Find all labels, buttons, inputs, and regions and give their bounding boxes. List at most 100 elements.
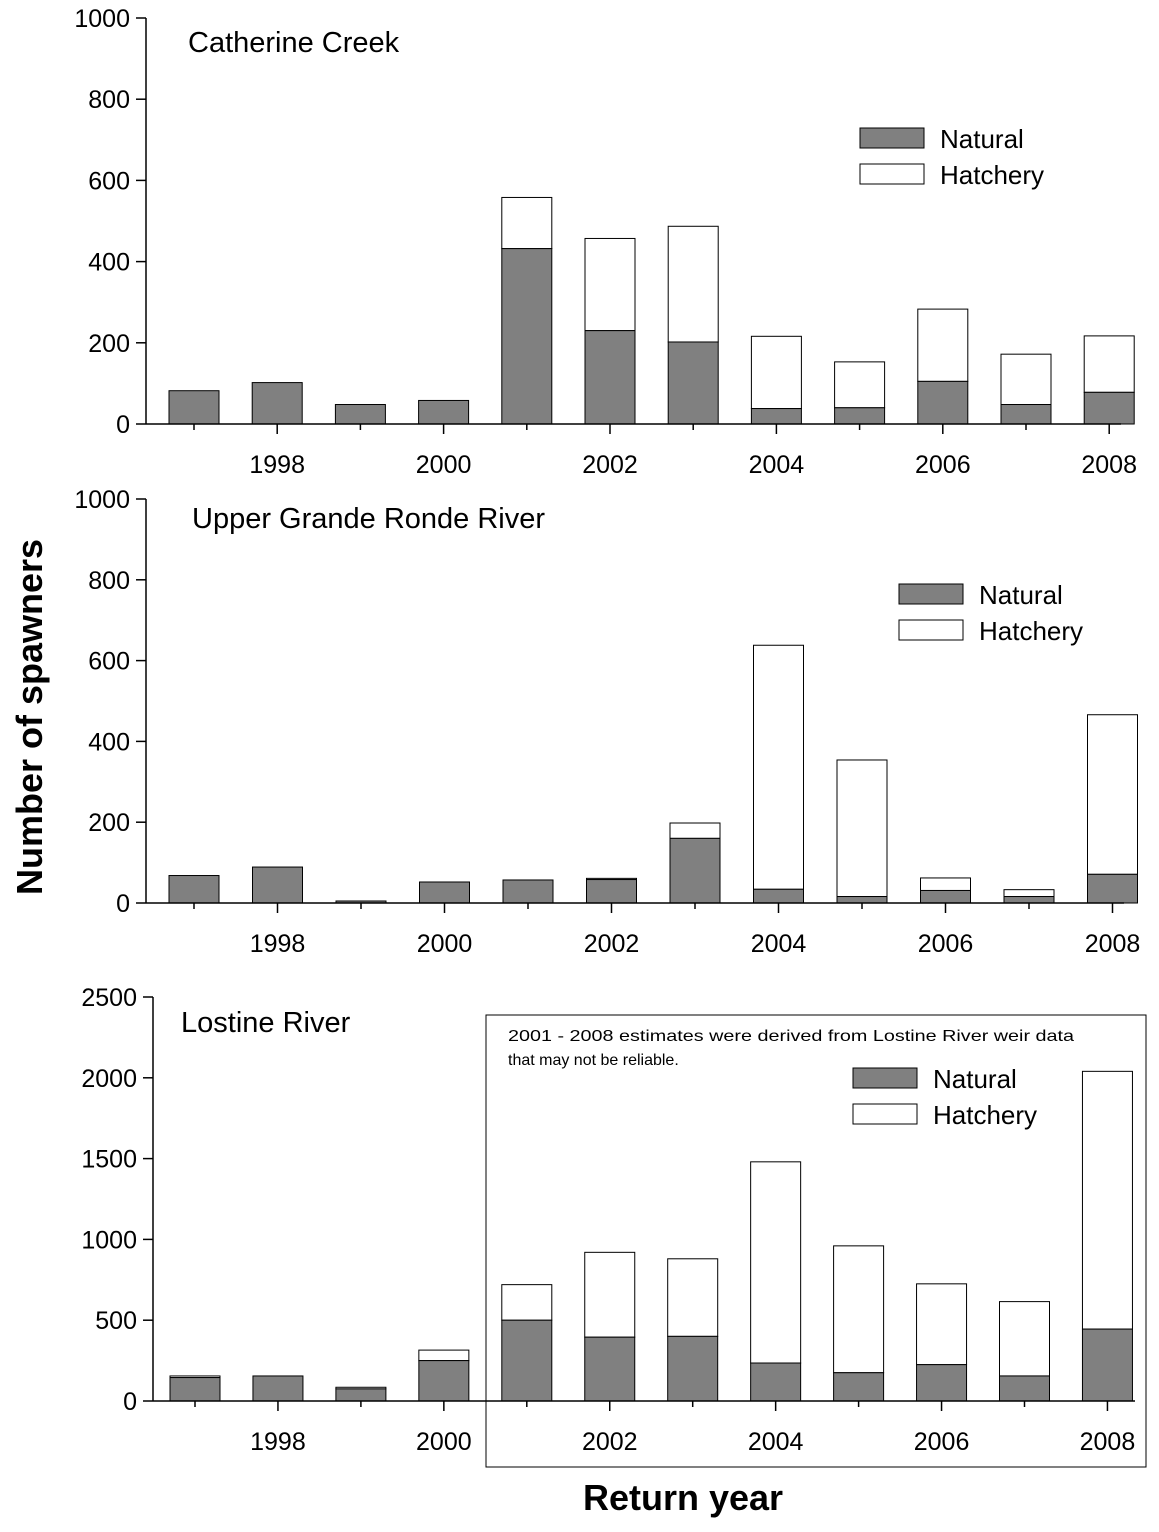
bar-natural-2004 bbox=[753, 888, 804, 904]
bar-hatchery-2007 bbox=[1000, 353, 1052, 406]
panel-axes: 0 500 1000 1500 2000 2500 1998 2000 2002 2004 2006… bbox=[81, 984, 1135, 1456]
bar-hatchery-2008 bbox=[1083, 335, 1135, 393]
panel-title: Lostine River bbox=[181, 1007, 351, 1039]
bar-hatchery-2008 bbox=[1087, 714, 1138, 875]
y-axis-title: Number of spawners bbox=[9, 539, 50, 895]
legend-label-natural: Natural bbox=[940, 124, 1024, 154]
bar-natural-2002 bbox=[584, 1336, 636, 1402]
y-tick-label: 2000 bbox=[81, 1065, 137, 1093]
bar-natural-2007 bbox=[999, 1375, 1050, 1402]
panel-lostine-river: 0 500 1000 1500 2000 2500 1998 2000 2002 2004 2006… bbox=[81, 984, 1147, 1468]
legend-swatch-hatchery bbox=[898, 619, 964, 641]
bar-hatchery-2003 bbox=[669, 822, 721, 839]
legend-label-natural: Natural bbox=[933, 1064, 1017, 1094]
y-tick-label: 0 bbox=[116, 890, 130, 918]
bar-natural-2008 bbox=[1087, 873, 1138, 904]
bar-natural-2005 bbox=[833, 1372, 885, 1402]
y-tick-label: 800 bbox=[88, 86, 130, 114]
x-tick-label: 2000 bbox=[417, 930, 473, 958]
legend-label-hatchery: Hatchery bbox=[940, 160, 1044, 190]
x-tick-label: 1998 bbox=[250, 930, 306, 958]
x-tick-label: 1998 bbox=[249, 451, 305, 479]
x-tick-label: 2006 bbox=[918, 930, 974, 958]
bar-natural-1997 bbox=[168, 875, 220, 904]
bar-natural-2000 bbox=[418, 399, 470, 425]
bar-hatchery-2005 bbox=[833, 1245, 885, 1374]
y-tick-label: 800 bbox=[88, 567, 130, 595]
panel-bars bbox=[169, 1070, 1133, 1402]
legend-swatch-natural bbox=[852, 1067, 918, 1089]
x-tick-label: 2000 bbox=[416, 1428, 472, 1456]
bar-natural-2004 bbox=[750, 1362, 802, 1402]
note-line-1: 2001 - 2008 estimates were derived from … bbox=[508, 1028, 1074, 1045]
x-tick-label: 2008 bbox=[1080, 1428, 1136, 1456]
bar-hatchery-2007 bbox=[999, 1301, 1050, 1377]
bar-natural-2002 bbox=[586, 879, 637, 904]
bar-natural-2006 bbox=[917, 380, 969, 425]
x-tick-label: 2008 bbox=[1081, 451, 1137, 479]
bar-hatchery-2001 bbox=[501, 1284, 553, 1321]
y-tick-label: 600 bbox=[88, 167, 130, 195]
bar-hatchery-2000 bbox=[418, 1349, 470, 1362]
x-tick-label: 2008 bbox=[1085, 930, 1141, 958]
panel-bars bbox=[168, 644, 1138, 904]
y-tick-label: 400 bbox=[88, 728, 130, 756]
bar-natural-2006 bbox=[920, 889, 971, 904]
note-line-2: that may not be reliable. bbox=[508, 1052, 679, 1069]
bar-natural-2005 bbox=[836, 896, 888, 904]
bar-hatchery-2001 bbox=[501, 196, 553, 250]
legend: Natural Hatchery bbox=[852, 1064, 1037, 1130]
y-tick-label: 0 bbox=[116, 411, 130, 439]
bar-hatchery-2004 bbox=[750, 335, 802, 410]
x-tick-label: 2004 bbox=[751, 930, 807, 958]
x-tick-label: 1998 bbox=[250, 1428, 306, 1456]
bar-natural-2007 bbox=[1000, 404, 1052, 425]
y-tick-label: 500 bbox=[95, 1307, 137, 1335]
bar-hatchery-2007 bbox=[1003, 889, 1055, 898]
legend-label-natural: Natural bbox=[979, 580, 1063, 610]
y-tick-label: 2500 bbox=[81, 984, 137, 1012]
y-tick-label: 400 bbox=[88, 249, 130, 277]
bar-natural-2002 bbox=[584, 330, 636, 425]
legend: Natural Hatchery bbox=[898, 580, 1083, 646]
bar-natural-1998 bbox=[252, 1375, 304, 1402]
bar-natural-2001 bbox=[502, 879, 554, 904]
bar-natural-2005 bbox=[834, 407, 886, 425]
legend-label-hatchery: Hatchery bbox=[933, 1100, 1037, 1130]
bar-hatchery-2004 bbox=[750, 1161, 802, 1364]
bar-hatchery-2008 bbox=[1081, 1070, 1133, 1330]
panel-title: Upper Grande Ronde River bbox=[192, 503, 545, 535]
y-tick-label: 1500 bbox=[81, 1146, 137, 1174]
bar-natural-2003 bbox=[667, 1335, 719, 1402]
x-tick-label: 2002 bbox=[582, 1428, 638, 1456]
y-tick-label: 200 bbox=[88, 330, 130, 358]
legend: Natural Hatchery bbox=[859, 124, 1044, 190]
x-tick-label: 2006 bbox=[914, 1428, 970, 1456]
y-tick-label: 600 bbox=[88, 648, 130, 676]
bar-natural-2001 bbox=[501, 248, 553, 425]
y-tick-label: 200 bbox=[88, 809, 130, 837]
y-tick-label: 1000 bbox=[74, 5, 130, 33]
panel-title: Catherine Creek bbox=[188, 27, 400, 59]
x-tick-label: 2004 bbox=[748, 1428, 804, 1456]
bar-natural-2007 bbox=[1003, 896, 1055, 904]
bar-natural-2003 bbox=[667, 341, 719, 425]
bar-hatchery-2005 bbox=[834, 361, 886, 409]
note-box bbox=[485, 1014, 1147, 1468]
legend-label-hatchery: Hatchery bbox=[979, 616, 1083, 646]
y-tick-label: 1000 bbox=[81, 1226, 137, 1254]
legend-swatch-natural bbox=[859, 127, 925, 149]
bar-hatchery-2004 bbox=[753, 644, 804, 890]
bar-hatchery-2002 bbox=[584, 1251, 636, 1338]
bar-natural-2008 bbox=[1083, 391, 1135, 425]
bar-hatchery-2003 bbox=[667, 1258, 719, 1337]
bar-natural-2006 bbox=[916, 1364, 968, 1402]
x-tick-label: 2002 bbox=[582, 451, 638, 479]
legend-swatch-hatchery bbox=[859, 163, 925, 185]
bar-natural-1998 bbox=[252, 866, 303, 904]
bar-hatchery-2003 bbox=[667, 225, 719, 343]
bar-natural-2001 bbox=[501, 1319, 553, 1402]
x-axis-title: Return year bbox=[583, 1477, 783, 1518]
